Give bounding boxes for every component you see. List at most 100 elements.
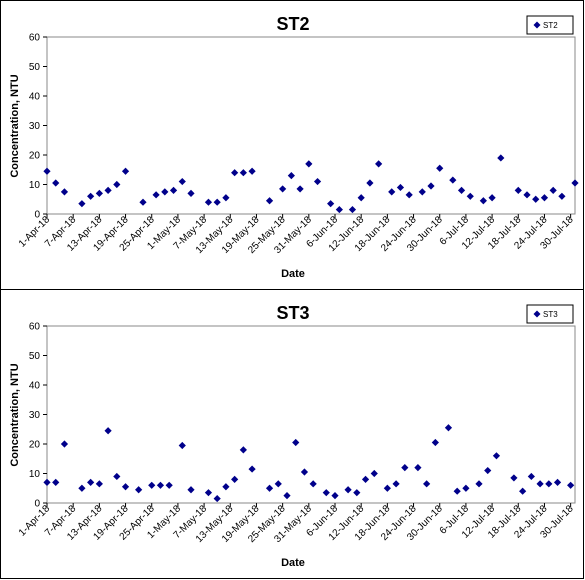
- y-tick-label: 10: [29, 469, 41, 480]
- data-point: [152, 191, 160, 199]
- data-point: [104, 427, 112, 435]
- x-axis-title: Date: [281, 557, 305, 569]
- y-tick-label: 40: [29, 92, 41, 103]
- data-point: [396, 183, 405, 192]
- legend-marker: [533, 310, 541, 318]
- legend-label: ST2: [543, 21, 558, 30]
- y-tick-label: 30: [29, 410, 41, 421]
- data-point: [453, 487, 461, 495]
- data-point: [292, 438, 300, 447]
- data-point: [475, 480, 483, 488]
- data-point: [239, 169, 247, 177]
- data-point: [169, 186, 178, 194]
- data-point: [457, 186, 466, 194]
- data-point: [414, 464, 422, 472]
- data-point: [222, 483, 230, 491]
- data-point: [553, 478, 562, 486]
- data-point: [187, 189, 195, 197]
- data-point: [361, 475, 370, 483]
- data-point: [95, 189, 103, 197]
- chart-title: ST2: [276, 14, 309, 34]
- data-point: [239, 446, 247, 454]
- data-point: [466, 192, 474, 200]
- data-point: [431, 438, 439, 447]
- data-point: [536, 480, 544, 488]
- y-axis-title: Concentration, NTU: [9, 363, 21, 466]
- data-point: [423, 480, 431, 488]
- chart-title: ST3: [276, 303, 309, 323]
- data-point: [527, 472, 535, 481]
- data-point: [265, 484, 274, 492]
- data-point: [405, 191, 413, 199]
- data-point: [366, 179, 374, 187]
- data-point: [305, 160, 313, 168]
- data-point: [161, 188, 169, 196]
- data-point: [313, 177, 322, 186]
- data-point: [436, 164, 444, 172]
- data-point: [121, 167, 130, 175]
- plot-area: [46, 325, 576, 504]
- data-point: [95, 480, 103, 488]
- data-point: [497, 154, 505, 162]
- data-point: [156, 481, 165, 489]
- chart-st2: ST201020304050601-Apr-187-Apr-1813-Apr-1…: [9, 14, 579, 280]
- data-point: [60, 188, 69, 196]
- data-point: [558, 192, 566, 200]
- data-point: [248, 465, 256, 473]
- data-point: [283, 492, 291, 500]
- data-point: [335, 205, 343, 214]
- data-point: [375, 160, 383, 168]
- y-tick-label: 60: [29, 322, 41, 333]
- y-tick-label: 50: [29, 62, 41, 73]
- data-point: [370, 469, 378, 478]
- data-point: [523, 191, 531, 199]
- data-point: [484, 466, 492, 475]
- data-point: [444, 424, 453, 432]
- data-point: [287, 172, 295, 180]
- data-point: [327, 200, 335, 208]
- data-point: [87, 192, 95, 200]
- y-tick-label: 0: [34, 210, 40, 221]
- data-point: [357, 194, 365, 202]
- legend-marker: [533, 21, 541, 29]
- data-point: [265, 197, 274, 205]
- data-point: [148, 481, 156, 489]
- y-axis-title: Concentration, NTU: [9, 74, 21, 177]
- data-point: [178, 441, 186, 450]
- data-point: [279, 185, 287, 193]
- data-point: [178, 177, 186, 186]
- y-tick-label: 50: [29, 351, 41, 362]
- data-point: [545, 480, 553, 488]
- chart-panel-st2: ST2 0 10 20 30 40 50 60 1-Apr-18 7-Apr-18 13-Apr-1…: [0, 0, 584, 290]
- data-point: [113, 472, 121, 481]
- y-tick-label: 0: [34, 499, 40, 510]
- data-point: [231, 475, 239, 483]
- y-tick-label: 20: [29, 151, 41, 162]
- legend-box: [526, 15, 574, 35]
- data-point: [204, 198, 213, 206]
- data-point: [449, 176, 457, 184]
- data-point: [418, 188, 426, 196]
- y-tick-label: 20: [29, 440, 41, 451]
- data-point: [549, 186, 557, 194]
- data-point: [427, 182, 435, 190]
- data-point: [113, 180, 121, 189]
- data-point: [322, 489, 330, 497]
- data-point: [383, 484, 391, 492]
- data-point: [213, 198, 221, 206]
- y-tick-label: 60: [29, 33, 41, 44]
- data-point: [519, 487, 527, 495]
- data-point: [60, 440, 69, 448]
- data-point: [296, 185, 304, 193]
- y-tick-label: 40: [29, 381, 41, 392]
- data-point: [567, 481, 575, 489]
- data-point: [52, 179, 60, 187]
- data-point: [121, 483, 130, 491]
- data-point: [222, 194, 230, 202]
- data-point: [401, 464, 409, 472]
- data-point: [248, 167, 256, 175]
- data-point: [348, 205, 357, 214]
- data-point: [479, 197, 487, 205]
- legend-box: [526, 304, 574, 324]
- data-point: [540, 194, 549, 202]
